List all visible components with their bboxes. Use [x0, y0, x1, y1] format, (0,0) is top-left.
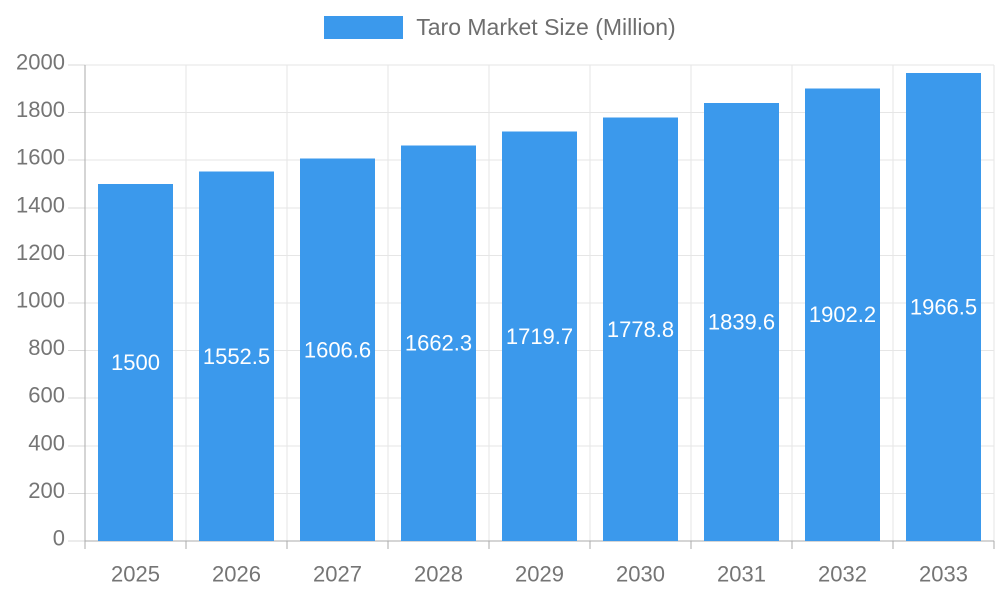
y-tick-label: 1600: [16, 145, 65, 170]
bar-2027[interactable]: [300, 158, 375, 541]
y-tick-label: 800: [28, 335, 65, 360]
y-tick-label: 1200: [16, 240, 65, 265]
bar-value-label: 1902.2: [809, 302, 876, 327]
bar-2030[interactable]: [603, 117, 678, 541]
x-tick-label: 2032: [818, 562, 867, 587]
bar-2026[interactable]: [199, 171, 274, 541]
bar-value-label: 1778.8: [607, 317, 674, 342]
bar-value-label: 1552.5: [203, 344, 270, 369]
legend-swatch: [324, 16, 404, 40]
x-tick-label: 2028: [414, 562, 463, 587]
x-tick-label: 2027: [313, 562, 362, 587]
y-tick-label: 200: [28, 478, 65, 503]
x-tick-label: 2033: [919, 562, 968, 587]
bar-2031[interactable]: [704, 103, 779, 541]
x-tick-label: 2025: [111, 562, 160, 587]
x-tick-label: 2026: [212, 562, 261, 587]
legend-label: Taro Market Size (Million): [416, 14, 676, 40]
bar-2032[interactable]: [805, 88, 880, 541]
bar-value-label: 1662.3: [405, 331, 472, 356]
y-tick-label: 600: [28, 383, 65, 408]
bar-2029[interactable]: [502, 131, 577, 541]
y-tick-label: 1000: [16, 288, 65, 313]
y-tick-label: 1400: [16, 192, 65, 217]
bar-value-label: 1839.6: [708, 310, 775, 335]
x-tick-label: 2029: [515, 562, 564, 587]
y-tick-label: 2000: [16, 50, 65, 75]
bar-2033[interactable]: [906, 72, 981, 542]
y-tick-label: 0: [53, 526, 65, 551]
bar-2025[interactable]: [98, 184, 173, 541]
bar-value-label: 1966.5: [910, 294, 977, 319]
x-tick-label: 2030: [616, 562, 665, 587]
x-tick-label: 2031: [717, 562, 766, 587]
bar-value-label: 1719.7: [506, 324, 573, 349]
bar-value-label: 1500: [111, 350, 160, 375]
y-tick-label: 1800: [16, 97, 65, 122]
y-tick-label: 400: [28, 430, 65, 455]
bar-2028[interactable]: [401, 145, 476, 541]
legend[interactable]: Taro Market Size (Million): [0, 14, 1000, 42]
bar-value-label: 1606.6: [304, 337, 371, 362]
